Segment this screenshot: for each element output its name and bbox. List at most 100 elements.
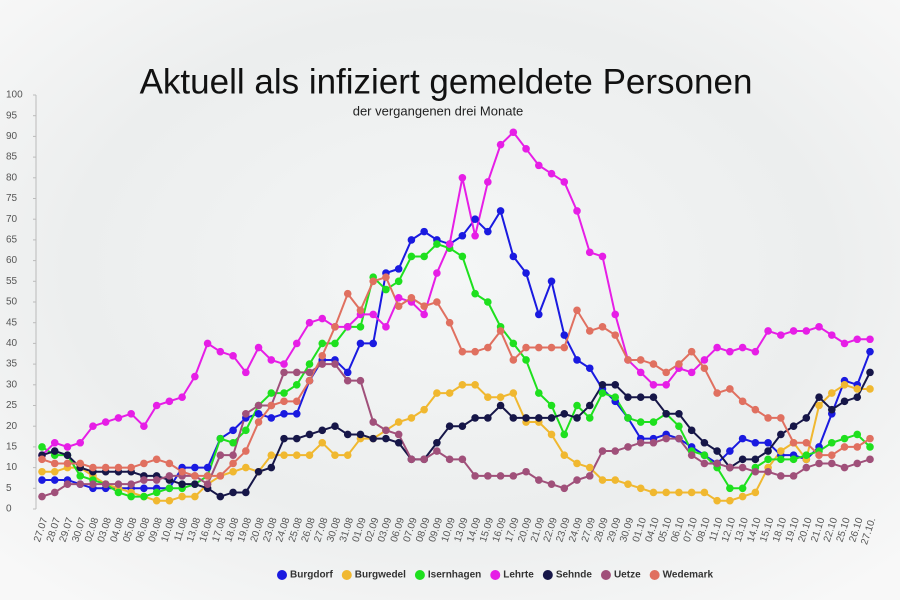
data-point xyxy=(585,248,594,257)
data-point xyxy=(191,372,199,381)
data-point xyxy=(165,496,174,505)
data-point xyxy=(751,467,760,476)
data-point xyxy=(433,298,441,306)
data-point xyxy=(292,368,301,377)
data-point xyxy=(649,393,658,402)
data-point xyxy=(777,455,785,464)
data-point xyxy=(38,467,46,476)
data-point xyxy=(547,430,556,439)
data-point xyxy=(853,393,862,402)
data-point xyxy=(840,339,849,348)
data-point xyxy=(50,488,59,497)
legend-marker xyxy=(341,570,352,580)
data-point xyxy=(203,339,212,348)
data-point xyxy=(191,492,199,501)
data-point xyxy=(509,356,518,364)
data-point xyxy=(89,480,97,488)
data-point xyxy=(89,422,97,431)
data-point xyxy=(38,443,46,451)
data-point xyxy=(522,356,530,364)
data-point xyxy=(611,447,620,455)
data-point xyxy=(242,447,250,455)
data-point xyxy=(203,480,212,488)
data-point xyxy=(267,401,276,410)
data-point xyxy=(866,385,874,393)
data-point xyxy=(827,451,836,459)
data-point xyxy=(38,492,46,501)
data-point xyxy=(458,174,467,182)
data-point xyxy=(203,472,212,480)
data-point xyxy=(420,227,428,236)
data-point xyxy=(789,422,798,431)
data-point xyxy=(242,368,250,377)
data-point xyxy=(738,463,747,472)
data-point xyxy=(318,314,327,323)
data-point xyxy=(407,455,416,464)
data-point xyxy=(152,455,161,464)
data-point xyxy=(267,356,276,364)
data-point xyxy=(840,443,849,451)
y-tick-label: 80 xyxy=(6,172,18,183)
legend-marker xyxy=(277,570,287,580)
data-point xyxy=(254,409,263,418)
data-point xyxy=(356,339,365,348)
data-point xyxy=(649,381,658,389)
data-point xyxy=(547,480,556,488)
data-point xyxy=(738,492,747,501)
data-point xyxy=(445,318,454,327)
data-point xyxy=(229,352,237,360)
data-point xyxy=(152,401,161,410)
data-point xyxy=(420,252,428,261)
data-point xyxy=(522,343,530,352)
data-point xyxy=(560,430,569,439)
data-point xyxy=(649,438,658,447)
data-point xyxy=(624,480,632,488)
data-point xyxy=(662,368,670,377)
data-point xyxy=(484,343,492,352)
data-point xyxy=(573,414,581,422)
data-point xyxy=(369,310,378,319)
data-point xyxy=(458,231,467,240)
data-point xyxy=(560,178,569,186)
data-point xyxy=(445,422,454,431)
data-point xyxy=(445,455,454,464)
data-point xyxy=(687,488,696,497)
data-point xyxy=(764,467,772,476)
data-point xyxy=(687,368,696,377)
data-point xyxy=(254,343,263,352)
data-point xyxy=(420,302,428,310)
legend-label: Sehnde xyxy=(556,570,593,581)
y-tick-label: 30 xyxy=(6,379,18,390)
data-point xyxy=(815,401,823,410)
data-point xyxy=(101,418,110,426)
data-point xyxy=(50,467,59,476)
data-point xyxy=(496,472,505,480)
data-point xyxy=(866,455,874,464)
data-point xyxy=(292,451,301,459)
legend-marker xyxy=(542,570,553,580)
data-point xyxy=(662,488,670,497)
data-point xyxy=(407,236,416,244)
data-point xyxy=(560,343,569,352)
data-point xyxy=(738,397,747,406)
data-point xyxy=(382,434,390,443)
data-point xyxy=(152,488,161,497)
data-point xyxy=(63,451,72,459)
data-point xyxy=(165,472,174,480)
data-point xyxy=(636,438,645,447)
data-point xyxy=(815,393,823,402)
data-point xyxy=(726,385,734,393)
y-tick-label: 5 xyxy=(6,483,12,494)
legend-label: Burgwedel xyxy=(355,570,406,581)
data-point xyxy=(496,207,505,215)
data-point xyxy=(369,418,378,426)
data-point xyxy=(815,451,823,459)
data-point xyxy=(764,438,772,447)
data-point xyxy=(292,339,301,348)
data-point xyxy=(356,323,365,331)
data-point xyxy=(547,401,556,410)
data-point xyxy=(687,451,696,459)
data-point xyxy=(713,447,721,455)
data-point xyxy=(229,426,237,435)
